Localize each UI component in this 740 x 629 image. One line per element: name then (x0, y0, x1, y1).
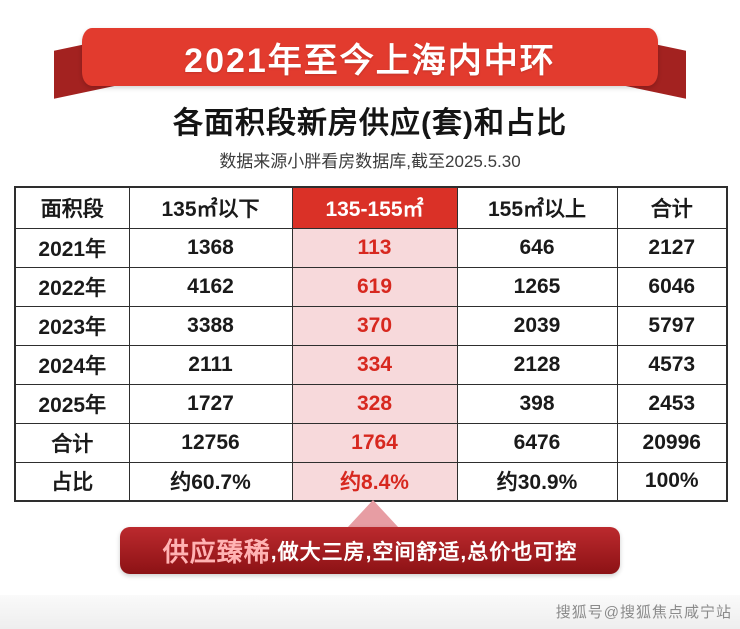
table-cell: 398 (456, 383, 618, 424)
table-cell-highlighted: 619 (291, 266, 458, 307)
table-cell: 3388 (128, 305, 293, 346)
table-cell: 约60.7% (128, 461, 293, 502)
row-header-cell: 合计 (14, 422, 130, 463)
watermark: 搜狐号@搜狐焦点咸宁站 (555, 604, 732, 621)
table-row: 2025年 1727 328 398 2453 (14, 383, 728, 424)
column-header-under-135: 135㎡以下 (128, 186, 293, 229)
table-cell: 5797 (616, 305, 728, 346)
bottom-strip (0, 595, 740, 629)
table-cell: 6476 (456, 422, 618, 463)
table-row: 2022年 4162 619 1265 6046 (14, 266, 728, 307)
column-header-135-155-highlighted: 135-155㎡ (291, 186, 458, 229)
table-cell: 20996 (616, 422, 728, 463)
table-cell-highlighted: 328 (291, 383, 458, 424)
row-header-cell: 2023年 (14, 305, 130, 346)
page-title: 各面积段新房供应(套)和占比 (173, 107, 567, 140)
table-cell-highlighted: 370 (291, 305, 458, 346)
table-row: 2023年 3388 370 2039 5797 (14, 305, 728, 346)
row-header-cell: 2025年 (14, 383, 130, 424)
table-cell: 646 (456, 227, 618, 268)
data-source-note: 数据来源小胖看房数据库,截至2025.5.30 (219, 152, 521, 171)
table-cell: 4573 (616, 344, 728, 385)
callout-highlight-text: 供应臻稀 (162, 537, 271, 567)
table-cell: 约30.9% (456, 461, 618, 502)
table-cell-highlighted: 113 (291, 227, 458, 268)
table-cell: 1368 (128, 227, 293, 268)
table-row: 2021年 1368 113 646 2127 (14, 227, 728, 268)
table-cell: 6046 (616, 266, 728, 307)
table-row-total: 合计 12756 1764 6476 20996 (14, 422, 728, 463)
table-cell-highlighted: 约8.4% (291, 461, 458, 502)
column-header-total: 合计 (616, 186, 728, 229)
supply-table: 面积段 135㎡以下 135-155㎡ 155㎡以上 合计 2021年 1368… (14, 186, 728, 502)
row-header-cell: 2022年 (14, 266, 130, 307)
table-cell: 2127 (616, 227, 728, 268)
table-cell: 2039 (456, 305, 618, 346)
table-cell: 100% (616, 461, 728, 502)
table-cell-highlighted: 334 (291, 344, 458, 385)
ribbon-banner: 2021年至今上海内中环 (82, 28, 658, 86)
table-cell-highlighted: 1764 (291, 422, 458, 463)
callout-pointer-triangle-icon (347, 500, 399, 528)
table-cell: 2453 (616, 383, 728, 424)
table-cell: 12756 (128, 422, 293, 463)
table-cell: 1265 (456, 266, 618, 307)
row-header-cell: 2024年 (14, 344, 130, 385)
table-cell: 1727 (128, 383, 293, 424)
table-cell: 2111 (128, 344, 293, 385)
column-header-area-segment: 面积段 (14, 186, 130, 229)
column-header-over-155: 155㎡以上 (456, 186, 618, 229)
row-header-cell: 占比 (14, 461, 130, 502)
callout-text: ,做大三房,空间舒适,总价也可控 (270, 540, 578, 564)
row-header-cell: 2021年 (14, 227, 130, 268)
callout-banner: 供应臻稀 ,做大三房,空间舒适,总价也可控 (120, 527, 620, 574)
table-row: 2024年 2111 334 2128 4573 (14, 344, 728, 385)
table-row-share: 占比 约60.7% 约8.4% 约30.9% 100% (14, 461, 728, 502)
table-cell: 2128 (456, 344, 618, 385)
banner-title: 2021年至今上海内中环 (184, 41, 556, 80)
table-header-row: 面积段 135㎡以下 135-155㎡ 155㎡以上 合计 (14, 186, 728, 229)
table-cell: 4162 (128, 266, 293, 307)
